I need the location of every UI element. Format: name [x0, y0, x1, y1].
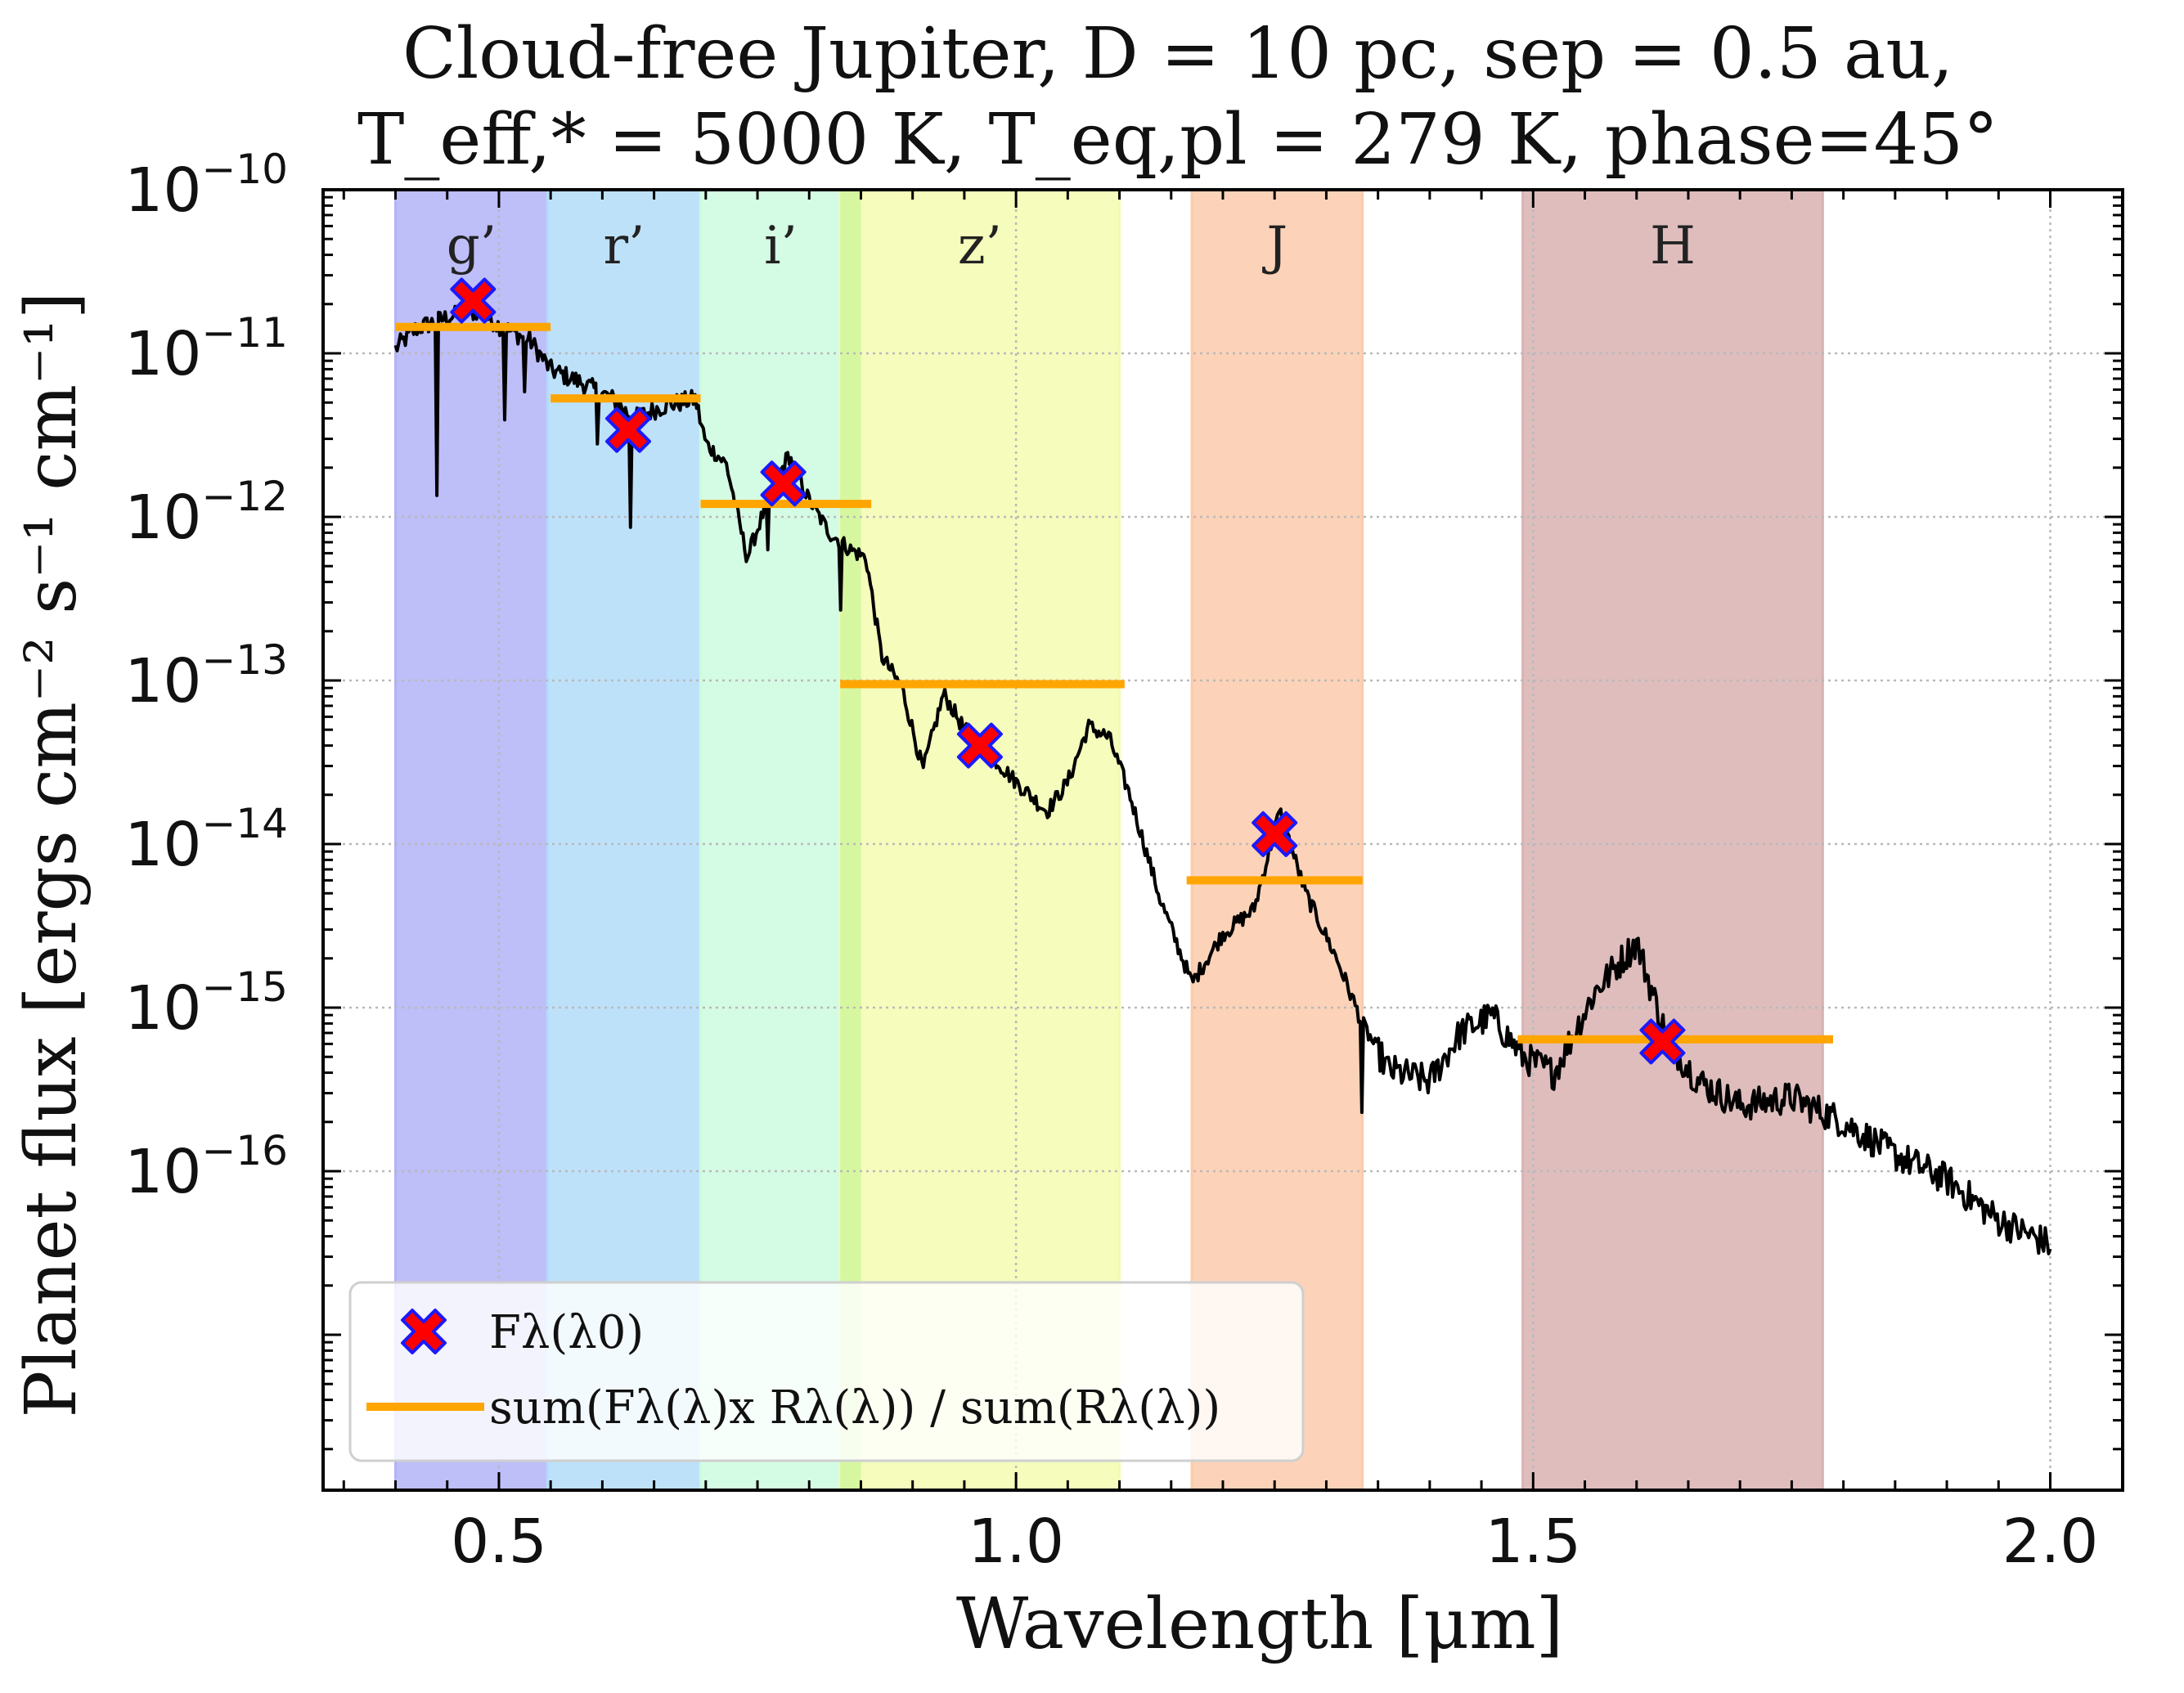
marker-1 [605, 406, 651, 453]
legend: Fλ(λ0) sum(Fλ(λ)x Rλ(λ)) / sum(Rλ(λ)) [348, 1281, 1305, 1462]
flux-markers [450, 277, 1686, 1065]
marker-shape-3 [956, 722, 1003, 769]
y-tick-label-0: 10−10 [124, 146, 288, 226]
band-label-1: r’ [603, 216, 645, 276]
y-tick-label-6: 10−16 [124, 1127, 288, 1207]
y-tick-label-4: 10−14 [124, 800, 288, 880]
x-tick-label-2: 1.5 [1485, 1507, 1581, 1577]
band-label-4: J [1262, 216, 1288, 276]
band-3 [840, 190, 1120, 1490]
band-overlap-iz [840, 190, 861, 1490]
y-ticks: 10−10 10−11 10−12 10−13 10−14 10−15 10−16 [124, 146, 2123, 1451]
x-axis-label: Wavelength [μm] [956, 1583, 1563, 1665]
chart-title: Cloud-free Jupiter, D = 10 pc, sep = 0.5… [402, 13, 1953, 95]
marker-3 [956, 722, 1003, 769]
spectrum-line [393, 303, 2052, 1255]
band-0 [395, 190, 548, 1490]
marker-5 [1639, 1018, 1686, 1065]
marker-4 [1252, 811, 1298, 857]
y-tick-label-3: 10−13 [124, 636, 288, 716]
marker-shape-1 [605, 406, 651, 453]
marker-2 [760, 460, 807, 507]
band-label-5: H [1650, 216, 1696, 276]
marker-shape-4 [1252, 811, 1298, 857]
x-tick-label-3: 2.0 [2002, 1507, 2099, 1577]
y-tick-label-1: 10−11 [124, 309, 288, 389]
marker-shape-2 [760, 460, 807, 507]
filter-bands [394, 190, 1824, 1490]
spectrum [393, 303, 2052, 1255]
y-tick-label-5: 10−15 [124, 963, 288, 1044]
band-label-3: z’ [958, 216, 1002, 276]
band-mean-lines [395, 322, 1833, 1044]
x-tick-label-0: 0.5 [451, 1507, 547, 1577]
legend-label-markers: Fλ(λ0) [489, 1306, 644, 1359]
y-axis-label: Planet flux [ergs cm⁻² s⁻¹ cm⁻¹] [11, 292, 92, 1418]
band-5 [1522, 190, 1823, 1490]
marker-shape-0 [450, 277, 497, 324]
band-label-0: g’ [447, 216, 497, 276]
x-tick-label-1: 1.0 [968, 1507, 1064, 1577]
band-2 [700, 190, 861, 1490]
x-ticks: 0.5 1.0 1.5 2.0 [342, 190, 2099, 1577]
marker-0 [450, 277, 497, 324]
y-tick-label-2: 10−12 [124, 473, 288, 553]
legend-marker-x [401, 1309, 447, 1354]
chart-title-line2: T_eff,* = 5000 K, T_eq,pl = 279 K, phase… [357, 99, 1998, 181]
legend-box [348, 1281, 1305, 1462]
band-label-2: i’ [764, 216, 798, 276]
marker-shape-5 [1639, 1018, 1686, 1065]
legend-label-mean: sum(Fλ(λ)x Rλ(λ)) / sum(Rλ(λ)) [489, 1381, 1220, 1435]
band-labels: g’ r’ i’ z’ J H [447, 216, 1696, 276]
